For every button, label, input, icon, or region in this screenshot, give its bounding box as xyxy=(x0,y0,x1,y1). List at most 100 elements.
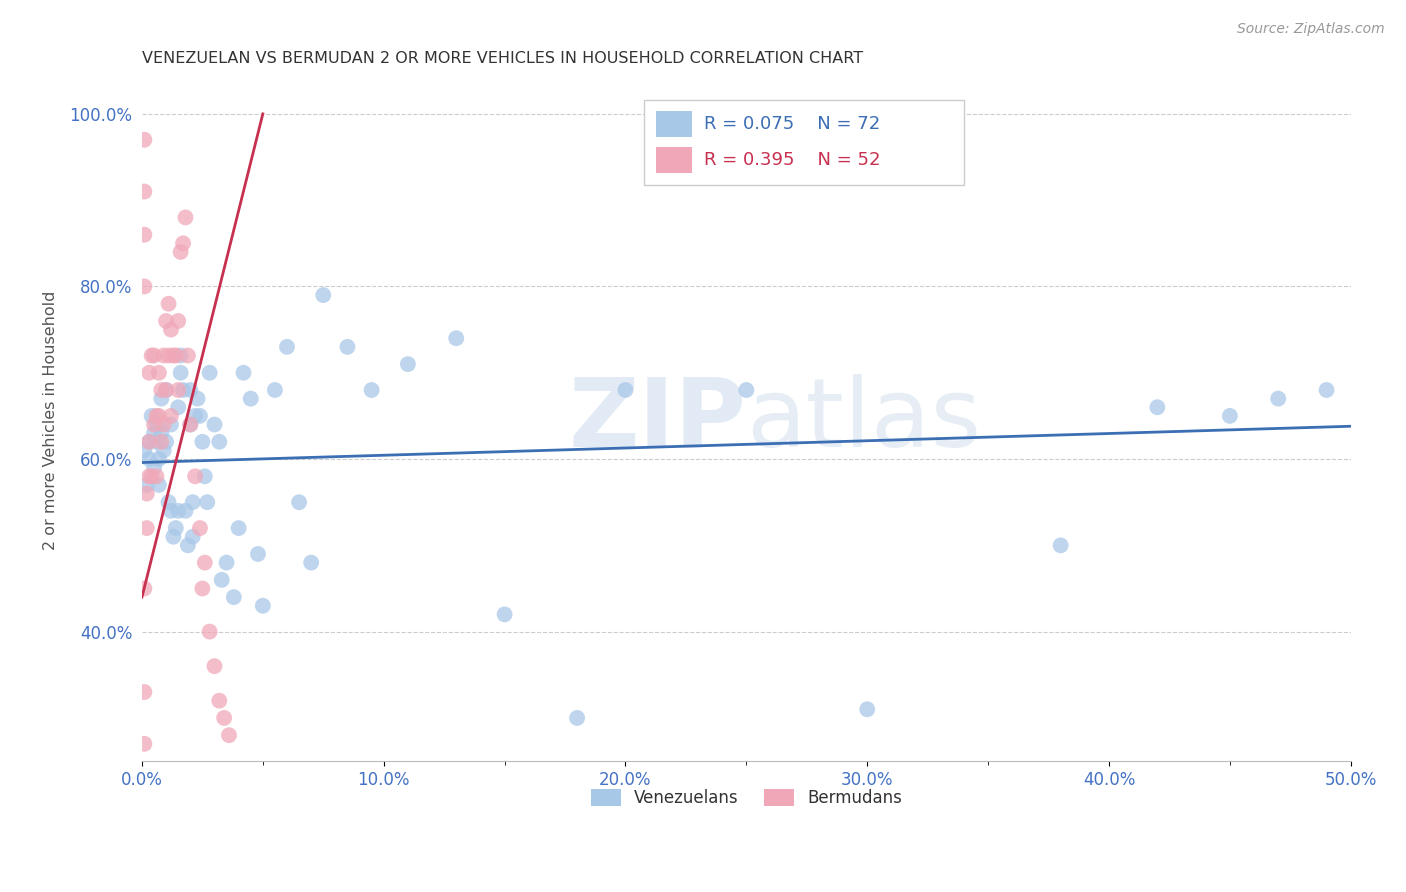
Point xyxy=(198,624,221,639)
Point xyxy=(184,469,207,483)
Point xyxy=(160,504,183,518)
Point xyxy=(204,659,226,673)
Point xyxy=(150,392,173,406)
Point xyxy=(169,366,191,380)
Text: ZIP: ZIP xyxy=(568,374,747,467)
Point xyxy=(160,323,183,337)
Point xyxy=(360,383,382,397)
Point xyxy=(1219,409,1241,423)
Point xyxy=(179,383,201,397)
Point xyxy=(165,521,187,535)
Point xyxy=(143,349,166,363)
Point xyxy=(264,383,287,397)
Point xyxy=(134,227,156,242)
Point xyxy=(148,409,170,423)
Point xyxy=(145,417,167,432)
Point xyxy=(162,349,184,363)
Point xyxy=(215,556,238,570)
Point xyxy=(157,296,180,310)
Point xyxy=(150,426,173,441)
Point xyxy=(204,417,226,432)
Point xyxy=(145,409,167,423)
Point xyxy=(138,434,160,449)
Point xyxy=(157,349,180,363)
Point xyxy=(134,685,156,699)
Point xyxy=(174,211,197,225)
Point xyxy=(143,417,166,432)
Point xyxy=(169,244,191,259)
Point xyxy=(179,417,201,432)
Point xyxy=(155,434,177,449)
Point xyxy=(134,279,156,293)
Point xyxy=(228,521,250,535)
Point xyxy=(735,383,758,397)
Point xyxy=(138,452,160,467)
Point xyxy=(194,556,217,570)
Point xyxy=(188,409,211,423)
Point xyxy=(134,185,156,199)
Bar xyxy=(655,112,692,137)
Point xyxy=(856,702,879,716)
Point xyxy=(167,504,190,518)
Point xyxy=(1146,401,1168,415)
Point xyxy=(165,349,187,363)
Point xyxy=(184,409,207,423)
Point xyxy=(135,521,157,535)
Point xyxy=(138,366,160,380)
Y-axis label: 2 or more Vehicles in Household: 2 or more Vehicles in Household xyxy=(44,291,58,549)
Point xyxy=(239,392,262,406)
Point xyxy=(134,443,156,458)
Point xyxy=(212,711,235,725)
Point xyxy=(155,383,177,397)
Point xyxy=(222,763,245,777)
Point xyxy=(188,521,211,535)
Point xyxy=(150,383,173,397)
Point xyxy=(167,401,190,415)
Point xyxy=(167,314,190,328)
Point xyxy=(336,340,359,354)
Point xyxy=(155,383,177,397)
Point xyxy=(211,573,233,587)
Point xyxy=(167,383,190,397)
Point xyxy=(162,530,184,544)
Text: Source: ZipAtlas.com: Source: ZipAtlas.com xyxy=(1237,22,1385,37)
Point xyxy=(232,797,254,812)
Text: R = 0.075    N = 72: R = 0.075 N = 72 xyxy=(704,115,880,133)
Point xyxy=(135,478,157,492)
FancyBboxPatch shape xyxy=(644,100,965,185)
Point xyxy=(246,547,269,561)
Point xyxy=(208,434,231,449)
Point xyxy=(169,349,191,363)
Point xyxy=(138,469,160,483)
Point xyxy=(299,556,322,570)
Point xyxy=(181,530,204,544)
Point xyxy=(135,486,157,500)
Point xyxy=(396,357,419,371)
Point xyxy=(444,331,467,345)
Point xyxy=(288,495,311,509)
Point xyxy=(614,383,637,397)
Text: atlas: atlas xyxy=(747,374,981,467)
Point xyxy=(143,460,166,475)
Point xyxy=(160,409,183,423)
Point xyxy=(276,340,298,354)
Point xyxy=(152,443,174,458)
Point xyxy=(194,469,217,483)
Point xyxy=(242,780,264,794)
Point xyxy=(191,582,214,596)
Point xyxy=(172,383,194,397)
Point xyxy=(494,607,516,622)
Point xyxy=(172,236,194,251)
Point xyxy=(150,434,173,449)
Point xyxy=(160,417,183,432)
Point xyxy=(565,711,588,725)
Point xyxy=(1049,538,1071,552)
Point xyxy=(134,737,156,751)
Point xyxy=(195,495,218,509)
Point xyxy=(232,366,254,380)
Point xyxy=(1316,383,1339,397)
Point xyxy=(141,409,163,423)
Point xyxy=(141,349,163,363)
Point xyxy=(148,478,170,492)
Point xyxy=(143,426,166,441)
